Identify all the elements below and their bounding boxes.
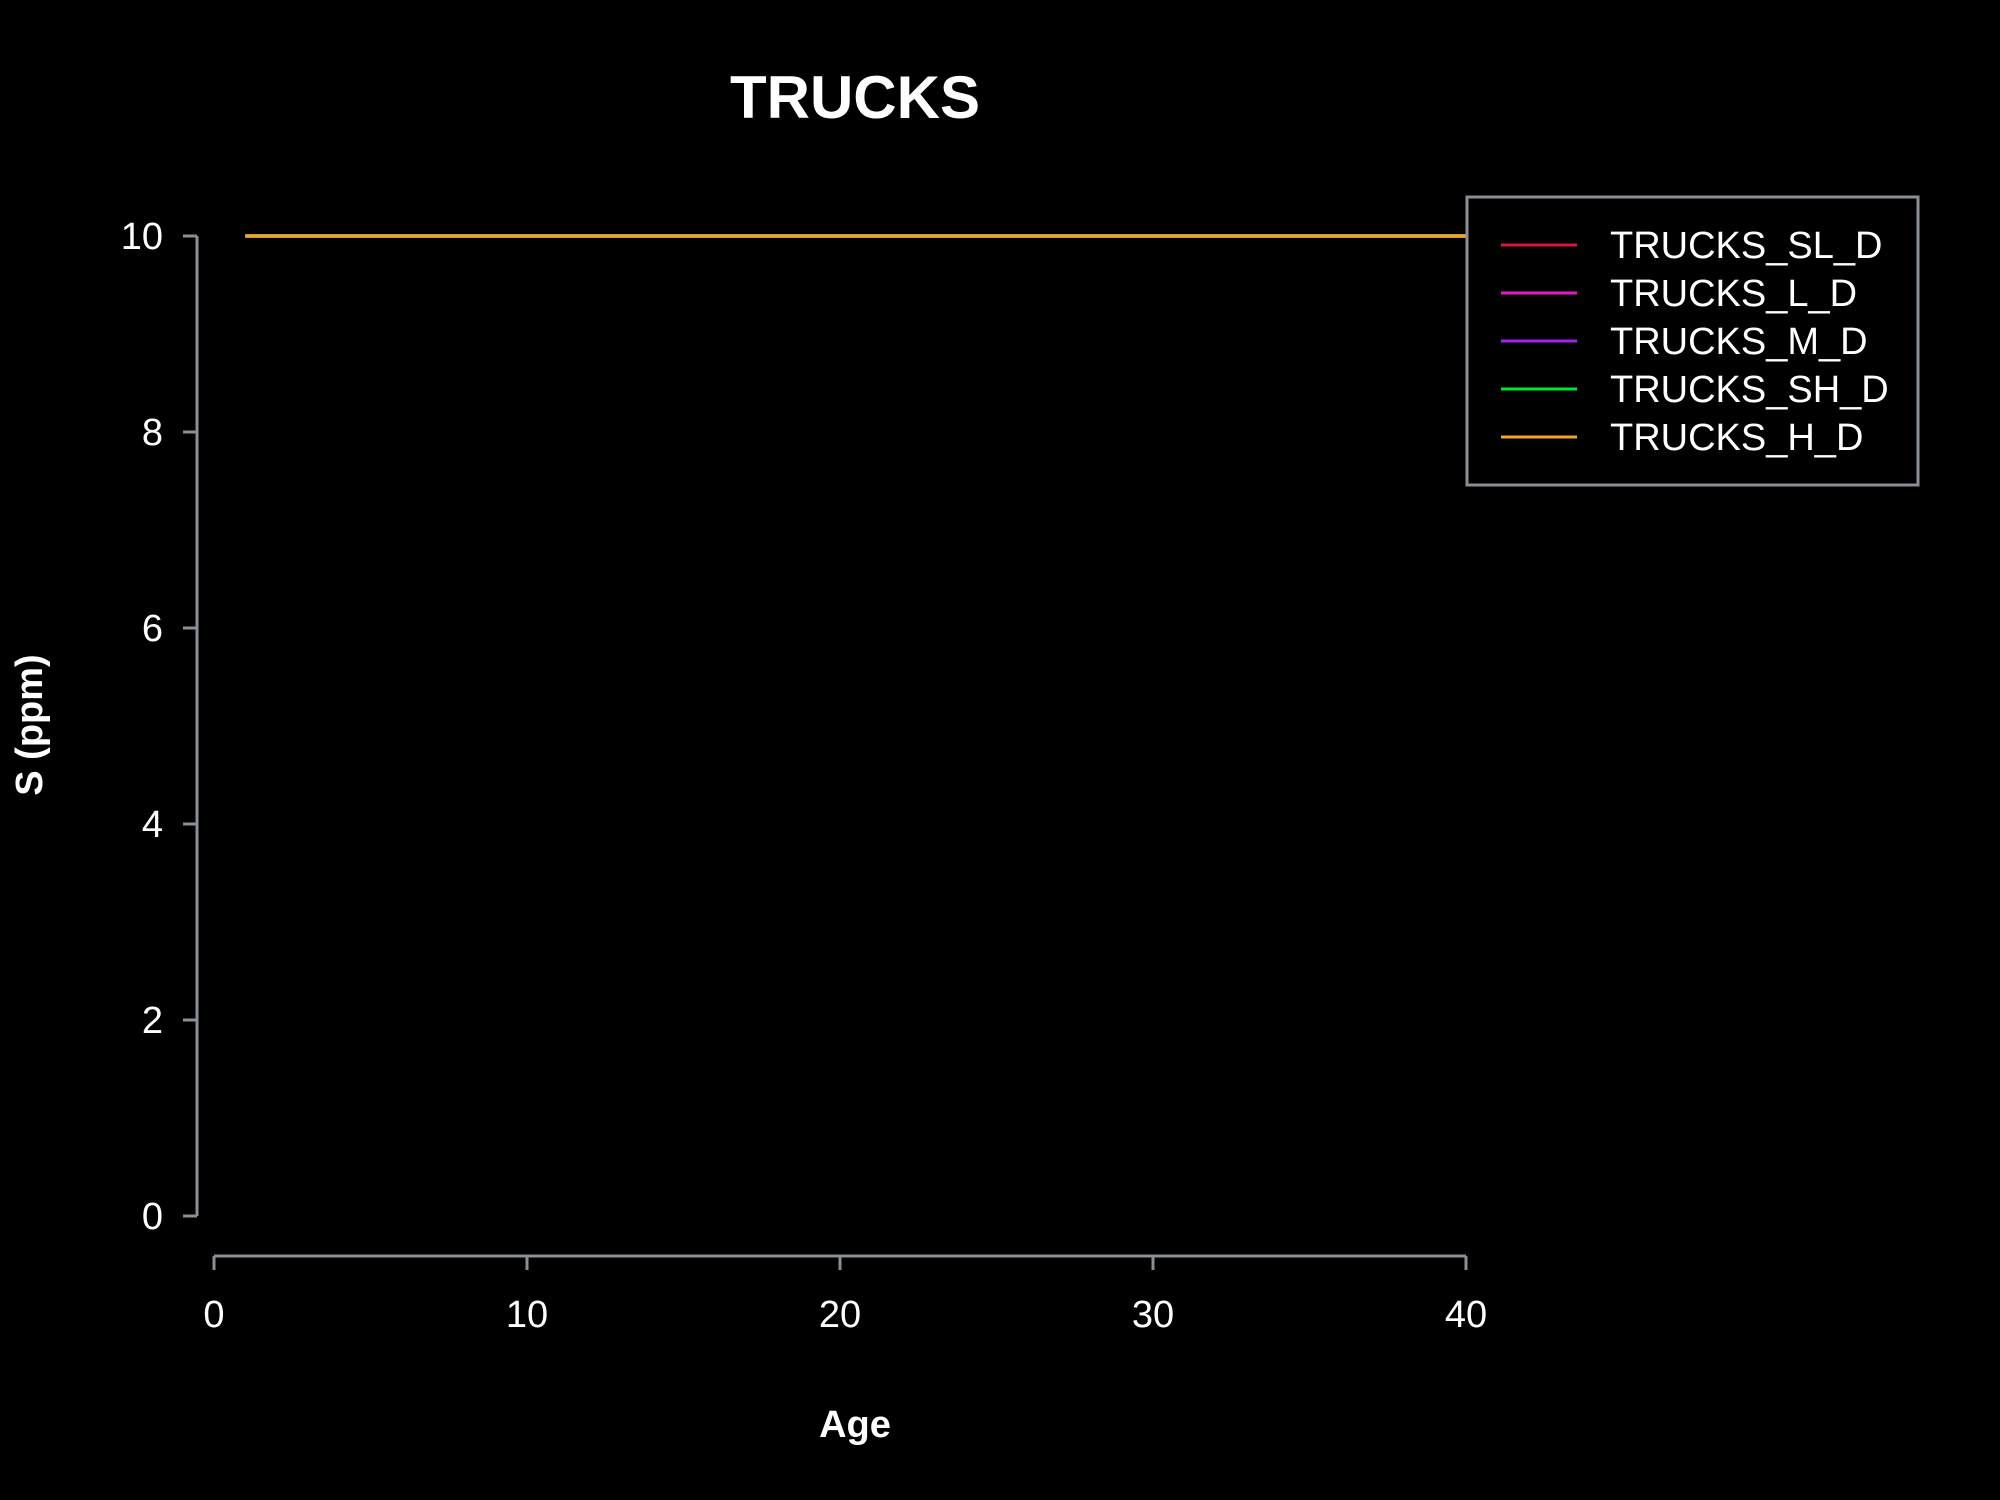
x-tick-label: 20 [819,1294,861,1336]
x-tick-label: 10 [506,1294,548,1336]
y-tick-label: 0 [142,1196,163,1238]
x-tick-label: 0 [203,1294,224,1336]
y-tick-label: 6 [142,608,163,650]
legend-label: TRUCKS_SH_D [1610,369,1889,411]
y-tick-label: 8 [142,412,163,454]
x-tick-label: 40 [1445,1294,1487,1336]
x-axis-label: Age [819,1404,891,1446]
legend-label: TRUCKS_SL_D [1610,225,1882,267]
x-axis: 0 10 20 30 40 [203,1254,1487,1336]
legend: TRUCKS_SL_D TRUCKS_L_D TRUCKS_M_D TRUCKS_SH… [1465,195,1920,487]
y-tick-label: 2 [142,1000,163,1042]
legend-label: TRUCKS_M_D [1610,321,1868,363]
y-axis: 0 2 4 6 8 10 [121,216,199,1238]
y-axis-label: S (ppm) [9,654,51,795]
chart-title: TRUCKS [730,64,980,131]
x-tick-label: 30 [1132,1294,1174,1336]
y-tick-label: 10 [121,216,163,258]
legend-label: TRUCKS_L_D [1610,273,1857,315]
y-tick-label: 4 [142,804,163,846]
legend-label: TRUCKS_H_D [1610,417,1863,459]
